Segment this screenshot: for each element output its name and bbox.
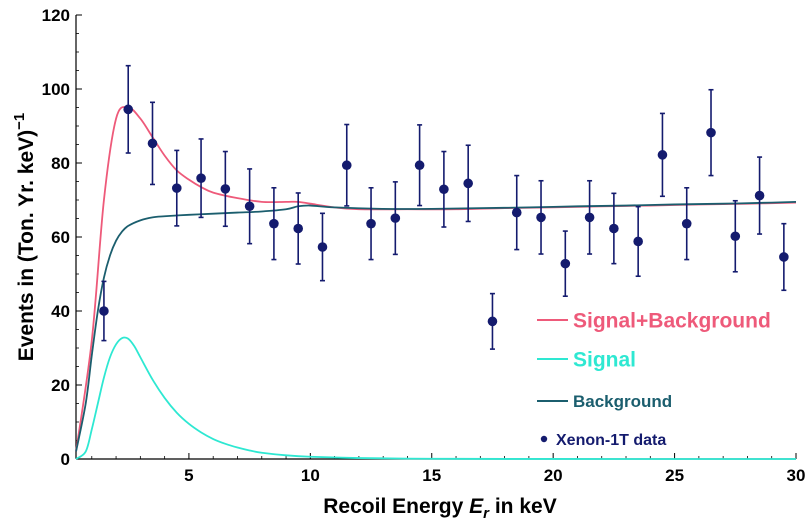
- y-axis-title-exponent: −1: [11, 113, 28, 130]
- legend-label-signal: Signal: [573, 349, 636, 372]
- y-tick-label: 80: [51, 154, 70, 173]
- y-axis-title: Events in (Ton. Yr. keV)−1: [11, 113, 38, 362]
- legend-label-xenon-1t-data: Xenon-1T data: [556, 432, 666, 449]
- legend: Signal+Background Signal Background Xenon-1…: [537, 310, 771, 449]
- data-point: [99, 306, 109, 316]
- data-point: [341, 160, 352, 171]
- data-point: [633, 236, 643, 247]
- y-tick-label: 120: [42, 6, 70, 25]
- x-axis-title-prefix: Recoil Energy: [323, 495, 469, 518]
- y-tick-label: 100: [42, 80, 70, 99]
- data-point: [487, 316, 498, 327]
- data-point: [657, 150, 668, 160]
- x-tick-label: 15: [422, 466, 441, 485]
- x-tick-label: 10: [301, 466, 320, 485]
- data-point: [536, 212, 546, 223]
- y-tick-label: 20: [51, 376, 70, 395]
- data-point: [779, 252, 789, 262]
- data-point: [147, 138, 158, 149]
- data-point: [706, 127, 716, 138]
- y-axis-title-main: Events in (Ton. Yr. keV): [15, 130, 38, 361]
- data-point: [439, 184, 449, 195]
- x-axis-title: Recoil Energy Er in keV: [323, 495, 556, 522]
- x-axis-title-variable: E: [469, 495, 484, 518]
- data-point: [414, 160, 425, 171]
- axes: 5 10 15 20 25 30 0 20 40 60 80 100 120: [42, 6, 806, 485]
- data-point: [730, 231, 741, 242]
- data-point: [220, 184, 231, 194]
- legend-label-background: Background: [573, 392, 672, 411]
- x-tick-label: 5: [184, 466, 193, 485]
- legend-label-signal-background: Signal+Background: [573, 310, 771, 333]
- signal-line: [75, 336, 797, 460]
- signal-plus-background-line: [75, 106, 797, 452]
- data-point: [390, 213, 401, 223]
- legend-swatch-xenon-1t-data: [540, 435, 548, 443]
- data-point: [317, 242, 328, 252]
- y-tick-label: 40: [51, 302, 70, 321]
- data-point: [269, 218, 279, 229]
- data-point: [754, 190, 765, 201]
- x-axis-title-suffix: in keV: [489, 495, 557, 518]
- y-tick-label: 0: [61, 450, 70, 469]
- data-point: [196, 173, 206, 183]
- data-point: [244, 201, 255, 212]
- data-point: [366, 218, 376, 229]
- x-axis-title-subscript: r: [483, 505, 490, 522]
- x-tick-label: 20: [544, 466, 563, 485]
- x-tick-label: 30: [787, 466, 806, 485]
- data-point: [609, 223, 619, 234]
- data-point: [293, 223, 303, 234]
- y-tick-label: 60: [51, 228, 70, 247]
- data-point: [123, 104, 134, 115]
- data-point: [560, 258, 571, 269]
- x-tick-label: 25: [665, 466, 684, 485]
- data-point: [463, 178, 473, 189]
- plot-area: [75, 64, 797, 460]
- data-point: [584, 212, 595, 223]
- data-point: [171, 183, 182, 193]
- data-point: [511, 207, 522, 218]
- data-point: [681, 218, 692, 229]
